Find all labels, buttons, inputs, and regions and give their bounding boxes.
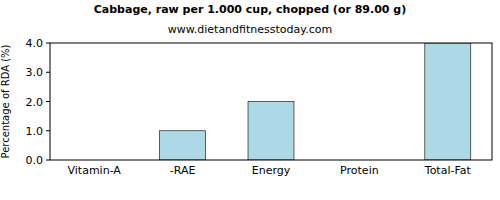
tick-label: 4.0: [26, 37, 44, 50]
tick-label: 1.0: [26, 125, 44, 138]
tick-label: 0.0: [26, 154, 44, 167]
y-axis-label: Percentage of RDA (%): [0, 44, 11, 158]
category-label: Vitamin-A: [68, 164, 122, 177]
chart: Cabbage, raw per 1.000 cup, chopped (or …: [0, 0, 500, 200]
tick: [46, 43, 50, 44]
tick-label: 3.0: [26, 66, 44, 79]
tick: [46, 160, 50, 161]
subtitle: www.dietandfitnesstoday.com: [168, 23, 332, 36]
bar: [425, 43, 471, 160]
bars: [160, 43, 471, 160]
category-label: Total-Fat: [424, 164, 472, 177]
tick: [46, 72, 50, 73]
tick-label: 2.0: [26, 96, 44, 109]
plot-frame: [50, 43, 492, 160]
bar: [248, 102, 294, 161]
category-label: Protein: [340, 164, 379, 177]
tick: [46, 101, 50, 102]
tick: [46, 130, 50, 131]
title: Cabbage, raw per 1.000 cup, chopped (or …: [94, 3, 406, 16]
bar: [160, 131, 206, 160]
category-label: -RAE: [170, 164, 196, 177]
category-label: Energy: [252, 164, 291, 177]
